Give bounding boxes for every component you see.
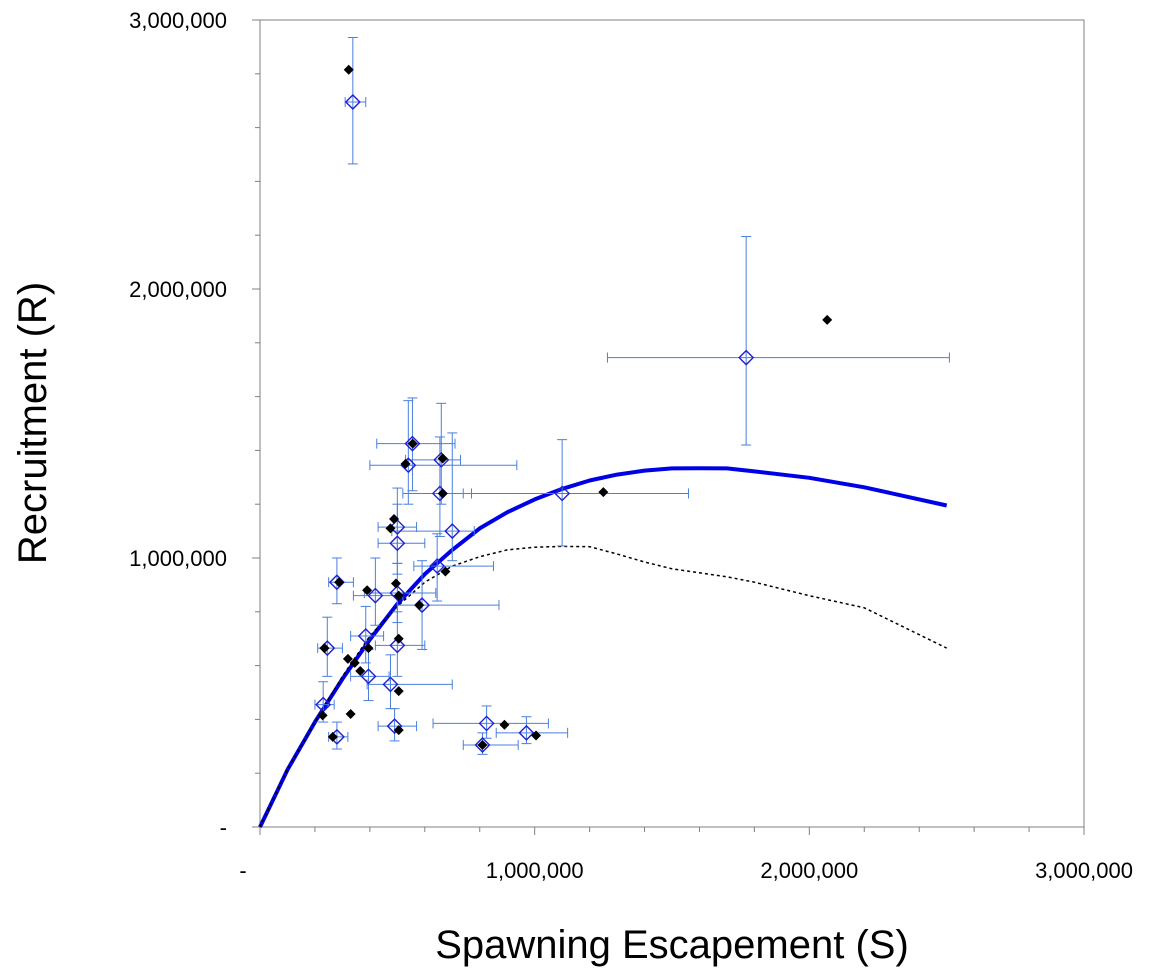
y-tick-label-2: 2,000,000 xyxy=(129,277,227,302)
estimated-point xyxy=(389,584,406,601)
observed-point xyxy=(345,709,356,720)
observed-point xyxy=(440,566,451,577)
observed-point xyxy=(393,725,404,736)
observed-point xyxy=(319,643,330,654)
estimated-point xyxy=(554,485,571,502)
observed-point xyxy=(389,513,400,524)
observed-point xyxy=(385,523,396,534)
observed-point xyxy=(822,314,833,325)
estimated-point xyxy=(478,715,495,732)
x-tick-label-0: - xyxy=(239,858,246,883)
fit-curve xyxy=(258,466,948,828)
estimated-point xyxy=(360,668,377,685)
estimated-point xyxy=(474,736,491,753)
estimated-point xyxy=(344,94,361,111)
observed-point xyxy=(355,665,366,676)
data-points xyxy=(315,64,833,753)
x-tick-label-3: 3,000,000 xyxy=(1035,858,1133,883)
estimated-point xyxy=(386,718,403,735)
y-tick-label-1: 1,000,000 xyxy=(129,546,227,571)
observed-point xyxy=(334,577,345,588)
estimated-point xyxy=(444,523,461,540)
y-tick-labels: - 1,000,000 2,000,000 3,000,000 xyxy=(129,8,227,840)
observed-point xyxy=(390,578,401,589)
estimated-point xyxy=(518,724,535,741)
plot-area xyxy=(259,19,1085,828)
observed-point xyxy=(343,64,354,75)
x-tick-labels: - 1,000,000 2,000,000 3,000,000 xyxy=(239,858,1133,883)
x-axis-title: Spawning Escapement (S) xyxy=(435,923,909,967)
estimated-point xyxy=(738,349,755,366)
observed-point xyxy=(407,438,418,449)
observed-point xyxy=(437,488,448,499)
observed-point xyxy=(499,719,510,730)
observed-point xyxy=(393,686,404,697)
estimated-point xyxy=(382,676,399,693)
observed-point xyxy=(317,710,328,721)
observed-point xyxy=(393,590,404,601)
estimated-point xyxy=(357,628,374,644)
estimated-point xyxy=(389,535,406,552)
observed-point xyxy=(477,739,488,750)
observed-point xyxy=(342,653,353,664)
observed-point xyxy=(362,585,373,596)
estimated-point xyxy=(389,519,406,536)
estimated-point xyxy=(404,435,421,452)
observed-point xyxy=(437,453,448,464)
estimated-point xyxy=(367,587,384,604)
axis-ticks xyxy=(252,19,1085,835)
x-tick-label-2: 2,000,000 xyxy=(760,858,858,883)
observed-point xyxy=(531,730,542,741)
observed-point xyxy=(414,600,425,611)
observed-point xyxy=(598,487,609,498)
observed-point xyxy=(327,731,338,742)
estimated-point xyxy=(429,558,446,575)
observed-point xyxy=(349,657,360,668)
estimated-point xyxy=(389,637,406,654)
x-tick-label-1: 1,000,000 xyxy=(486,858,584,883)
observed-point xyxy=(400,458,411,469)
observed-point xyxy=(393,633,404,644)
y-tick-label-0: - xyxy=(220,815,227,840)
y-axis-title: Recruitment (R) xyxy=(11,282,55,564)
observed-point xyxy=(363,643,374,654)
y-tick-label-3: 3,000,000 xyxy=(129,8,227,33)
